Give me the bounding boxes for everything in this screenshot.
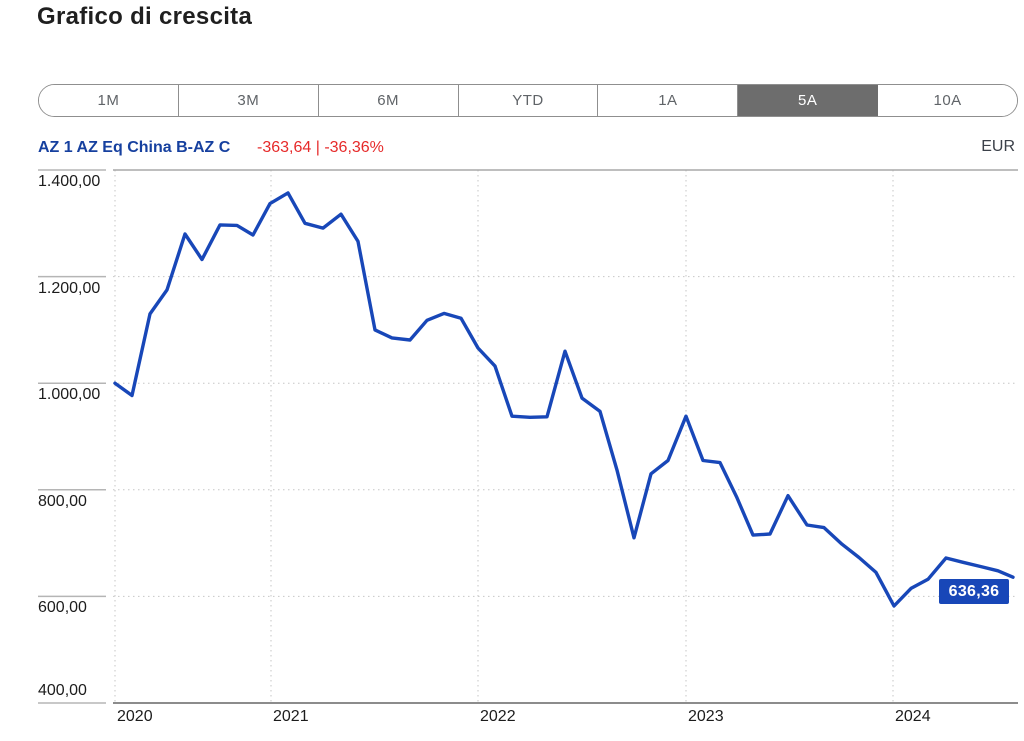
series-name-label: AZ 1 AZ Eq China B-AZ C [38,139,231,156]
x-axis-label: 2022 [480,708,516,725]
x-axis-label: 2021 [273,708,309,725]
x-axis-label: 2024 [895,708,931,725]
tab-ytd[interactable]: YTD [458,85,599,116]
tab-1m[interactable]: 1M [39,85,179,116]
tab-10a[interactable]: 10A [878,85,1017,116]
tab-5a[interactable]: 5A [738,85,879,116]
x-axis-label: 2020 [117,708,153,725]
series-change-label: -363,64 | -36,36% [257,139,384,156]
y-axis-label: 600,00 [38,599,87,617]
tab-6m[interactable]: 6M [318,85,459,116]
period-tabbar: 1M 3M 6M YTD 1A 5A 10A [38,84,1018,117]
tab-3m[interactable]: 3M [178,85,319,116]
page-title: Grafico di crescita [37,3,253,30]
x-axis-label: 2023 [688,708,724,725]
y-axis-label: 1.400,00 [38,173,101,190]
tab-1a[interactable]: 1A [598,85,739,116]
y-axis-label: 800,00 [38,492,87,510]
currency-label: EUR [981,138,1015,155]
price-line [113,191,1015,608]
y-axis-label: 1.000,00 [38,386,101,404]
y-axis-label: 1.200,00 [38,279,101,297]
last-value-badge: 636,36 [939,579,1009,604]
y-axis-label: 400,00 [38,682,87,699]
